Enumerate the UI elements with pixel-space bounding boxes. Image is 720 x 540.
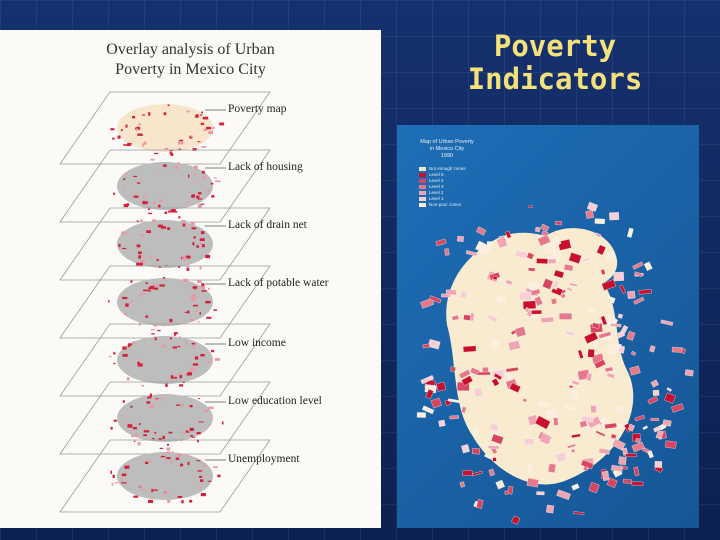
overlay-layer-label: Low education level — [228, 395, 322, 407]
legend-item: Non-poor zones — [419, 202, 475, 208]
legend-item: Level 2 — [419, 190, 475, 196]
map-legend: Map of Urban Poverty in Mexico City 1990… — [419, 139, 475, 208]
overlay-figure-title: Overlay analysis of Urban Poverty in Mex… — [0, 40, 381, 80]
legend-swatch — [419, 203, 426, 207]
overlay-layer-plane — [59, 323, 271, 397]
map-year: 1990 — [440, 153, 454, 159]
overlay-layers-graphic — [59, 91, 271, 513]
legend-swatch — [419, 191, 426, 195]
overlay-layer-label: Lack of potable water — [228, 277, 329, 289]
overlay-layer-label: Lack of housing — [228, 161, 303, 173]
urban-area-shapes — [446, 228, 634, 485]
poverty-zone-patches — [416, 201, 694, 525]
overlay-layer-label: Unemployment — [228, 453, 300, 465]
overlay-title-line2: Poverty in Mexico City — [115, 61, 266, 78]
legend-label: Not enough zones — [429, 166, 466, 171]
overlay-layer-label: Poverty map — [228, 103, 287, 115]
legend-label: Level 5 — [429, 172, 444, 177]
slide-title: Poverty Indicators — [400, 30, 710, 96]
overlay-title-line1: Overlay analysis of Urban — [106, 41, 275, 58]
urban-poverty-map: Map of Urban Poverty in Mexico City 1990… — [397, 125, 699, 528]
slide-title-line2: Indicators — [467, 62, 643, 96]
overlay-layer-plane — [59, 91, 271, 165]
overlay-layer-label: Low income — [228, 337, 286, 349]
poverty-map-graphic — [416, 201, 694, 525]
overlay-layer-label: Lack of drain net — [228, 219, 307, 231]
legend-label: Level 4 — [429, 178, 444, 183]
map-legend-items: Not enough zones Level 5 Level 4 Level 3 Lev… — [419, 166, 475, 208]
overlay-layer-plane — [59, 439, 271, 513]
map-title-line2: in Mexico City — [429, 146, 465, 152]
legend-item: Level 4 — [419, 178, 475, 184]
legend-item: Level 3 — [419, 184, 475, 190]
legend-item: Level 1 — [419, 196, 475, 202]
map-title-line1: Map of Urban Poverty — [420, 139, 474, 145]
map-legend-title: Map of Urban Poverty in Mexico City 1990 — [419, 139, 475, 160]
legend-swatch — [419, 179, 426, 183]
legend-label: Level 2 — [429, 190, 444, 195]
legend-item: Not enough zones — [419, 166, 475, 172]
legend-swatch — [419, 167, 426, 171]
legend-label: Level 1 — [429, 196, 444, 201]
legend-swatch — [419, 185, 426, 189]
overlay-analysis-figure: Overlay analysis of Urban Poverty in Mex… — [0, 30, 381, 528]
legend-label: Non-poor zones — [429, 202, 462, 207]
legend-label: Level 3 — [429, 184, 444, 189]
legend-swatch — [419, 197, 426, 201]
slide-title-line1: Poverty — [493, 29, 617, 63]
legend-swatch — [419, 173, 426, 177]
legend-item: Level 5 — [419, 172, 475, 178]
overlay-layer-plane — [59, 381, 271, 455]
